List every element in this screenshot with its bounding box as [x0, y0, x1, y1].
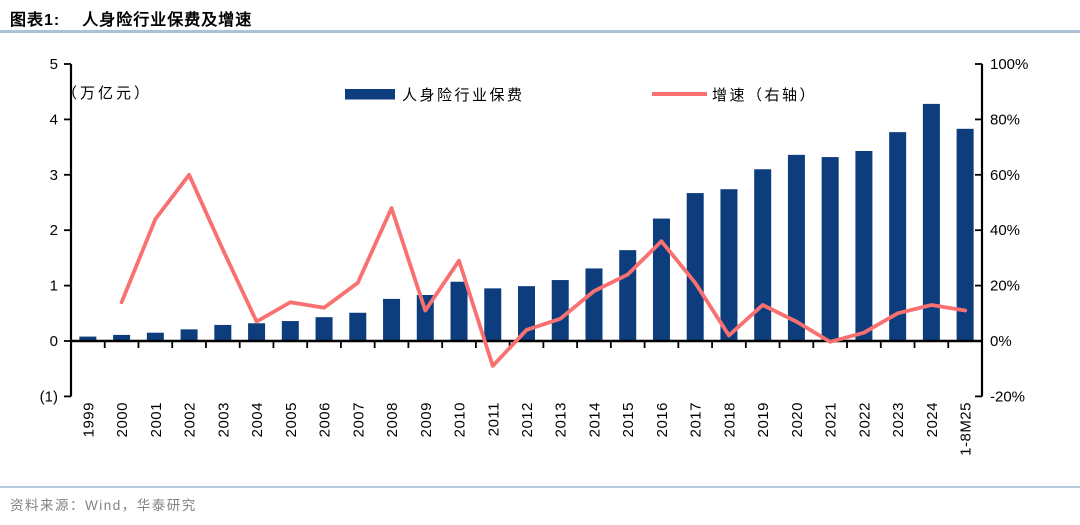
- bar-2020: [787, 154, 805, 341]
- left-axis-tick-label: 2: [50, 222, 58, 239]
- x-axis-label-2012: 2012: [519, 402, 536, 437]
- x-axis-label-2015: 2015: [620, 402, 637, 437]
- x-axis-label-2022: 2022: [856, 402, 873, 437]
- bar-2007: [349, 312, 367, 341]
- left-axis-tick-label: 1: [50, 278, 58, 295]
- x-axis-label-1-8M25: 1-8M25: [958, 402, 975, 456]
- figure-title: 图表1: 人身险行业保费及增速: [10, 6, 252, 30]
- title-separator-line: [0, 30, 1080, 33]
- footer-separator-line: [0, 486, 1080, 488]
- bar-2024: [922, 103, 940, 341]
- x-axis-label-2018: 2018: [721, 402, 738, 437]
- x-axis-label-2019: 2019: [755, 402, 772, 437]
- bar-2012: [518, 286, 535, 341]
- x-axis-label-2023: 2023: [890, 402, 907, 437]
- left-axis-tick-label: 4: [50, 111, 58, 128]
- bar-2005: [281, 321, 299, 341]
- x-axis-label-2002: 2002: [182, 402, 199, 437]
- x-axis-label-2014: 2014: [586, 402, 603, 437]
- bar-2014: [585, 268, 603, 341]
- left-axis-tick-label: 0: [50, 333, 58, 350]
- x-axis-label-2021: 2021: [823, 402, 840, 437]
- x-axis-label-2007: 2007: [350, 402, 367, 437]
- x-axis-label-2004: 2004: [249, 402, 266, 437]
- x-axis-label-2011: 2011: [485, 402, 502, 436]
- left-axis-tick-label: 3: [50, 167, 58, 184]
- legend-bar-swatch: [345, 89, 395, 100]
- x-axis-label-2017: 2017: [688, 402, 705, 437]
- legend-bar-label: 人身险行业保费: [402, 87, 525, 104]
- x-axis-label-1999: 1999: [80, 402, 97, 437]
- figure-title-text: 人身险行业保费及增速: [82, 12, 253, 29]
- x-axis-label-2003: 2003: [215, 402, 232, 437]
- x-axis-label-2001: 2001: [148, 402, 165, 437]
- bar-2019: [754, 169, 772, 341]
- x-axis-label-2020: 2020: [789, 402, 806, 437]
- figure-number-label: 图表1:: [10, 12, 61, 29]
- right-axis-tick-label: 100%: [990, 56, 1028, 73]
- bar-2022: [855, 150, 873, 341]
- bar-2015: [619, 250, 637, 341]
- bar-2008: [383, 298, 401, 341]
- legend-line-label: 增速（右轴）: [712, 87, 817, 104]
- bar-2018: [720, 189, 738, 341]
- bar-2010: [450, 281, 468, 341]
- x-axis-label-2013: 2013: [553, 402, 570, 437]
- bar-2013: [551, 280, 569, 341]
- x-axis-label-2016: 2016: [654, 402, 671, 437]
- growth-line: [119, 172, 968, 368]
- x-axis-label-2009: 2009: [418, 402, 435, 437]
- x-axis-label-2024: 2024: [924, 402, 941, 437]
- bar-2006: [315, 317, 333, 341]
- left-axis-tick-label: (1): [40, 388, 58, 405]
- bar-2017: [686, 193, 704, 341]
- x-axis-label-2008: 2008: [384, 402, 401, 437]
- left-axis-unit-label: （万亿元）: [62, 85, 152, 102]
- x-axis-label-2005: 2005: [283, 402, 300, 437]
- right-axis-tick-label: 60%: [990, 167, 1020, 184]
- bar-2021: [821, 157, 839, 341]
- bar-2016: [652, 218, 670, 341]
- bar-1-8M25: [956, 128, 974, 341]
- right-axis-tick-label: -20%: [990, 388, 1025, 405]
- x-axis-label-2000: 2000: [114, 402, 131, 437]
- bar-2000: [113, 334, 131, 341]
- right-axis-tick-label: 40%: [990, 222, 1020, 239]
- x-axis-label-2006: 2006: [317, 402, 334, 437]
- bar-2004: [248, 323, 266, 341]
- bar-2002: [180, 329, 198, 341]
- right-axis-tick-label: 20%: [990, 278, 1020, 295]
- right-axis-tick-label: 0%: [990, 333, 1012, 350]
- x-axis-label-2010: 2010: [452, 402, 469, 437]
- bar-2001: [146, 332, 164, 341]
- bar-2023: [889, 132, 907, 341]
- data-source-note: 资料来源：Wind，华泰研究: [10, 498, 197, 513]
- bar-1999: [79, 336, 97, 341]
- bar-2011: [484, 288, 502, 341]
- right-axis-tick-label: 80%: [990, 111, 1020, 128]
- left-axis-tick-label: 5: [50, 56, 58, 73]
- bar-2003: [214, 324, 232, 341]
